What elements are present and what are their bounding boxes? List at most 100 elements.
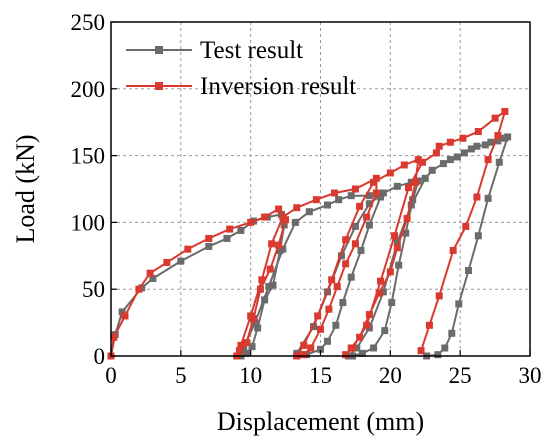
- data-point: [370, 344, 378, 352]
- x-tick-label: 15: [309, 363, 332, 388]
- data-point: [332, 321, 340, 329]
- data-point: [163, 258, 171, 266]
- data-point: [300, 341, 308, 349]
- axis-ticks: 0 5 10 15 20 25 30 0 50 100 150 200 250: [71, 10, 542, 388]
- data-point: [121, 312, 129, 320]
- data-point: [453, 153, 461, 161]
- data-point: [177, 257, 185, 265]
- data-point: [268, 240, 276, 248]
- data-point: [393, 244, 401, 252]
- data-point: [266, 265, 274, 273]
- data-point: [417, 347, 425, 355]
- y-tick-label: 200: [71, 77, 106, 102]
- data-point: [428, 166, 436, 174]
- data-point: [491, 114, 499, 122]
- data-point: [393, 182, 401, 190]
- data-point: [275, 205, 283, 213]
- data-point: [237, 226, 245, 234]
- data-point: [418, 158, 426, 166]
- data-point: [342, 236, 350, 244]
- data-point: [393, 238, 401, 246]
- series-2: [107, 108, 509, 360]
- data-point: [356, 202, 364, 210]
- data-point: [484, 156, 492, 164]
- data-point: [395, 261, 403, 269]
- data-point: [379, 189, 387, 197]
- data-point: [351, 240, 359, 248]
- data-point: [258, 276, 266, 284]
- data-point: [275, 241, 283, 249]
- data-point: [388, 299, 396, 307]
- series-1: [107, 133, 512, 360]
- data-point: [356, 333, 364, 341]
- data-point: [460, 149, 468, 157]
- data-point: [312, 196, 320, 204]
- data-point: [391, 232, 399, 240]
- x-tick-label: 5: [175, 363, 187, 388]
- y-tick-label: 250: [71, 10, 106, 35]
- data-point: [400, 161, 408, 169]
- x-tick-label: 25: [449, 363, 472, 388]
- data-point: [411, 178, 419, 186]
- data-point: [265, 283, 273, 291]
- data-point: [333, 283, 341, 291]
- series-layer: [107, 108, 512, 360]
- data-point: [335, 196, 343, 204]
- data-point: [293, 204, 301, 212]
- data-point: [328, 276, 336, 284]
- data-point: [351, 222, 359, 230]
- data-point: [421, 174, 429, 182]
- data-point: [149, 275, 157, 283]
- data-point: [448, 329, 456, 337]
- data-point: [118, 308, 126, 316]
- data-point: [375, 289, 383, 297]
- data-point: [363, 321, 371, 329]
- data-point: [339, 299, 347, 307]
- data-point: [226, 225, 234, 233]
- data-point: [146, 269, 154, 277]
- data-point: [261, 296, 269, 304]
- data-point: [314, 312, 322, 320]
- data-point: [501, 108, 509, 116]
- data-point: [351, 185, 359, 193]
- data-point: [347, 273, 355, 281]
- data-point: [446, 156, 454, 164]
- data-point: [242, 339, 250, 347]
- data-point: [269, 281, 277, 289]
- data-point: [403, 214, 411, 222]
- data-point: [342, 260, 350, 268]
- data-point: [446, 138, 454, 146]
- data-point: [377, 277, 385, 285]
- y-tick-label: 100: [71, 210, 106, 235]
- data-point: [455, 300, 463, 308]
- data-point: [365, 200, 373, 208]
- data-point: [473, 142, 481, 150]
- data-point: [307, 344, 315, 352]
- data-point: [487, 138, 495, 146]
- data-point: [494, 132, 502, 140]
- data-point: [330, 189, 338, 197]
- data-point: [407, 201, 415, 209]
- data-point: [425, 321, 433, 329]
- data-point: [365, 221, 373, 229]
- data-point: [261, 213, 269, 221]
- data-point: [377, 193, 385, 201]
- legend-marker: [155, 46, 163, 54]
- data-point: [363, 213, 371, 221]
- data-point: [379, 288, 387, 296]
- data-point: [110, 333, 118, 341]
- data-point: [353, 344, 361, 352]
- data-point: [441, 344, 449, 352]
- data-point: [365, 311, 373, 319]
- data-point: [256, 285, 264, 293]
- data-point: [323, 337, 331, 345]
- series-line: [110, 110, 506, 357]
- x-tick-label: 10: [239, 363, 262, 388]
- data-point: [305, 208, 313, 216]
- data-point: [409, 196, 417, 204]
- data-point: [247, 312, 255, 320]
- data-point: [135, 285, 143, 293]
- legend-entry: Inversion result: [126, 73, 356, 100]
- data-point: [474, 128, 482, 136]
- data-point: [342, 351, 350, 359]
